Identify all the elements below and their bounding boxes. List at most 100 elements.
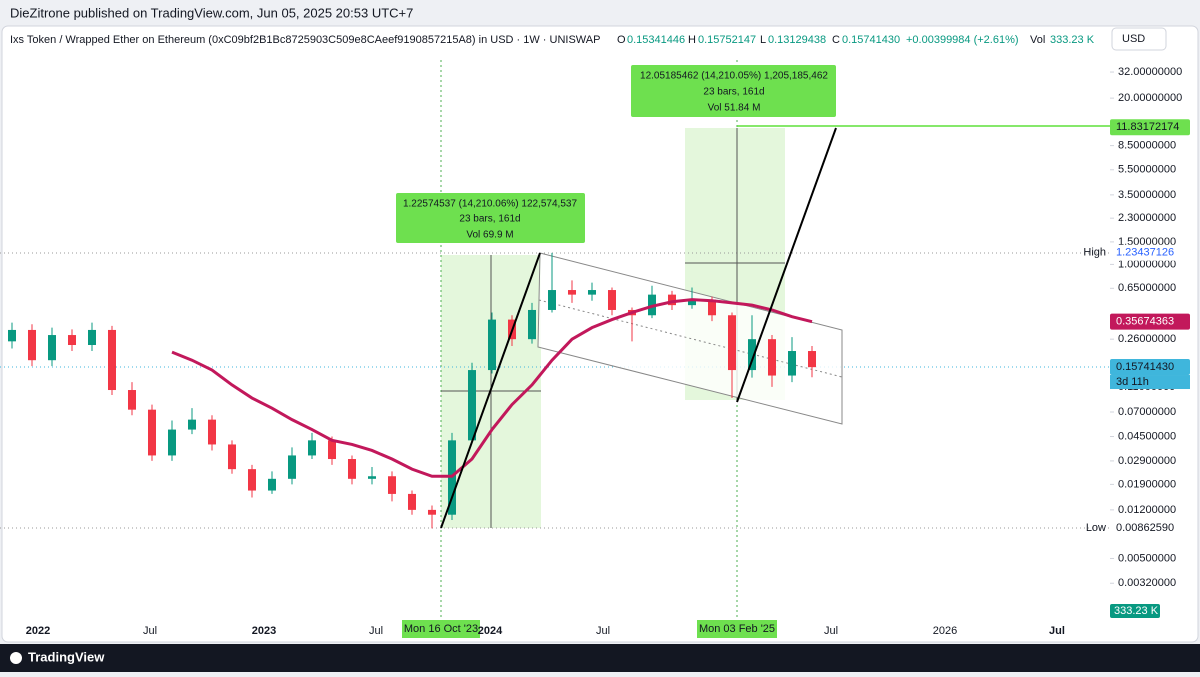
candle-body (668, 294, 676, 306)
candle-body (88, 329, 96, 346)
candle-body (768, 339, 776, 376)
date-marker: Mon 03 Feb '25 (699, 623, 775, 635)
moving-average (171, 298, 813, 478)
candle-body (788, 351, 796, 376)
candle-body (748, 339, 756, 371)
y-tick-label: 0.02900000 (1118, 455, 1176, 467)
y-tick-label: 0.01200000 (1118, 504, 1176, 516)
measure-text: 12.05185462 (14,210.05%) 1,205,185,462 (640, 71, 828, 82)
candle-body (8, 329, 16, 342)
l: L (760, 34, 766, 46)
o-value: 0.15341446 (627, 34, 685, 46)
y-tick-label: 2.30000000 (1118, 212, 1176, 224)
candle-body (608, 290, 616, 310)
candle-body (48, 335, 56, 361)
publisher: DieZitrone published on TradingView.com,… (10, 5, 413, 20)
candle-body (288, 455, 296, 479)
logo (10, 652, 22, 664)
price-label: 0.00862590 (1116, 522, 1174, 534)
candle-body (188, 419, 196, 430)
x-tick-label: Jul (1049, 625, 1065, 637)
volume-label: 333.23 K (1114, 605, 1159, 617)
price-box (1110, 244, 1190, 261)
price-box (1110, 375, 1190, 390)
c: C (832, 34, 840, 46)
brand: TradingView (28, 649, 105, 664)
price-label: 11.83172174 (1116, 121, 1179, 133)
x-tick-label: 2022 (26, 625, 50, 637)
symbol: Ixs Token / Wrapped Ether on Ethereum (0… (10, 34, 600, 46)
x-tick-label: 2024 (478, 625, 503, 637)
price-box (1110, 520, 1190, 537)
candle-body (468, 370, 476, 441)
measure-text: Vol 51.84 M (708, 103, 761, 114)
h-value: 0.15752147 (698, 34, 756, 46)
volume-box (1110, 604, 1160, 618)
candle-body (488, 319, 496, 371)
y-tick-label: 0.00500000 (1118, 552, 1176, 564)
y-tick-label: 5.50000000 (1118, 164, 1176, 176)
y-tick-label: 20.00000000 (1118, 92, 1182, 104)
candle-body (228, 444, 236, 470)
candle-body (708, 299, 716, 316)
candle-body (248, 469, 256, 491)
y-tick-label: 0.26000000 (1118, 333, 1176, 345)
trend-line (440, 252, 541, 529)
y-tick-label: 0.07000000 (1118, 406, 1176, 418)
candle-body (328, 440, 336, 460)
price-name: High (1083, 247, 1106, 259)
measure-text: Vol 69.9 M (466, 230, 513, 241)
measure-box (631, 65, 836, 117)
price-label: 1.23437126 (1116, 247, 1174, 259)
vol-value: 333.23 K (1050, 34, 1095, 46)
candle-body (568, 290, 576, 295)
x-tick-label: Jul (824, 625, 838, 637)
plot (8, 252, 816, 529)
measure-text: 23 bars, 161d (459, 214, 520, 225)
candle-body (28, 329, 36, 361)
date-box (697, 620, 777, 638)
trend-line (736, 127, 837, 403)
candle-body (348, 459, 356, 479)
y-tick-label: 32.00000000 (1118, 66, 1182, 78)
countdown: 3d 11h (1116, 376, 1149, 388)
candle-body (308, 440, 316, 456)
candle-body (268, 478, 276, 491)
price-box (1110, 313, 1190, 330)
date-box (402, 620, 480, 638)
measure-text: 23 bars, 161d (703, 87, 764, 98)
candle-body (148, 409, 156, 456)
y-tick-label: 0.04500000 (1118, 430, 1176, 442)
x-tick-label: 2026 (933, 625, 957, 637)
candle-body (528, 309, 536, 340)
date-marker: Mon 16 Oct '23 (404, 623, 478, 635)
candle-body (408, 493, 416, 510)
y-tick-label: 3.50000000 (1118, 189, 1176, 201)
price-label: 0.15741430 (1116, 361, 1174, 373)
currency-text[interactable]: USD (1122, 33, 1145, 45)
candle-body (128, 390, 136, 410)
ohlc: O 0.15341446 H 0.15752147 L 0.13129438 C 0.1… (617, 34, 1095, 46)
h: H (688, 34, 696, 46)
change: +0.00399984 (+2.61%) (906, 34, 1019, 46)
x-tick-label: Jul (369, 625, 383, 637)
x-tick-label: 2023 (252, 625, 276, 637)
candle-body (548, 290, 556, 310)
price-name: Low (1086, 522, 1106, 534)
x-tick-label: Jul (596, 625, 610, 637)
measure-box (396, 193, 585, 243)
c-value: 0.15741430 (842, 34, 900, 46)
candle-body (808, 351, 816, 368)
y-tick-label: 0.00320000 (1118, 577, 1176, 589)
y-tick-label: 8.50000000 (1118, 140, 1176, 152)
footer-bar (0, 644, 1200, 672)
measure-text: 1.22574537 (14,210.06%) 122,574,537 (403, 199, 577, 210)
currency-button[interactable] (1111, 27, 1167, 51)
candle-body (388, 476, 396, 494)
y-tick-label: 0.65000000 (1118, 282, 1176, 294)
price-box (1110, 359, 1190, 376)
candle-body (68, 335, 76, 346)
candle-body (588, 290, 596, 295)
